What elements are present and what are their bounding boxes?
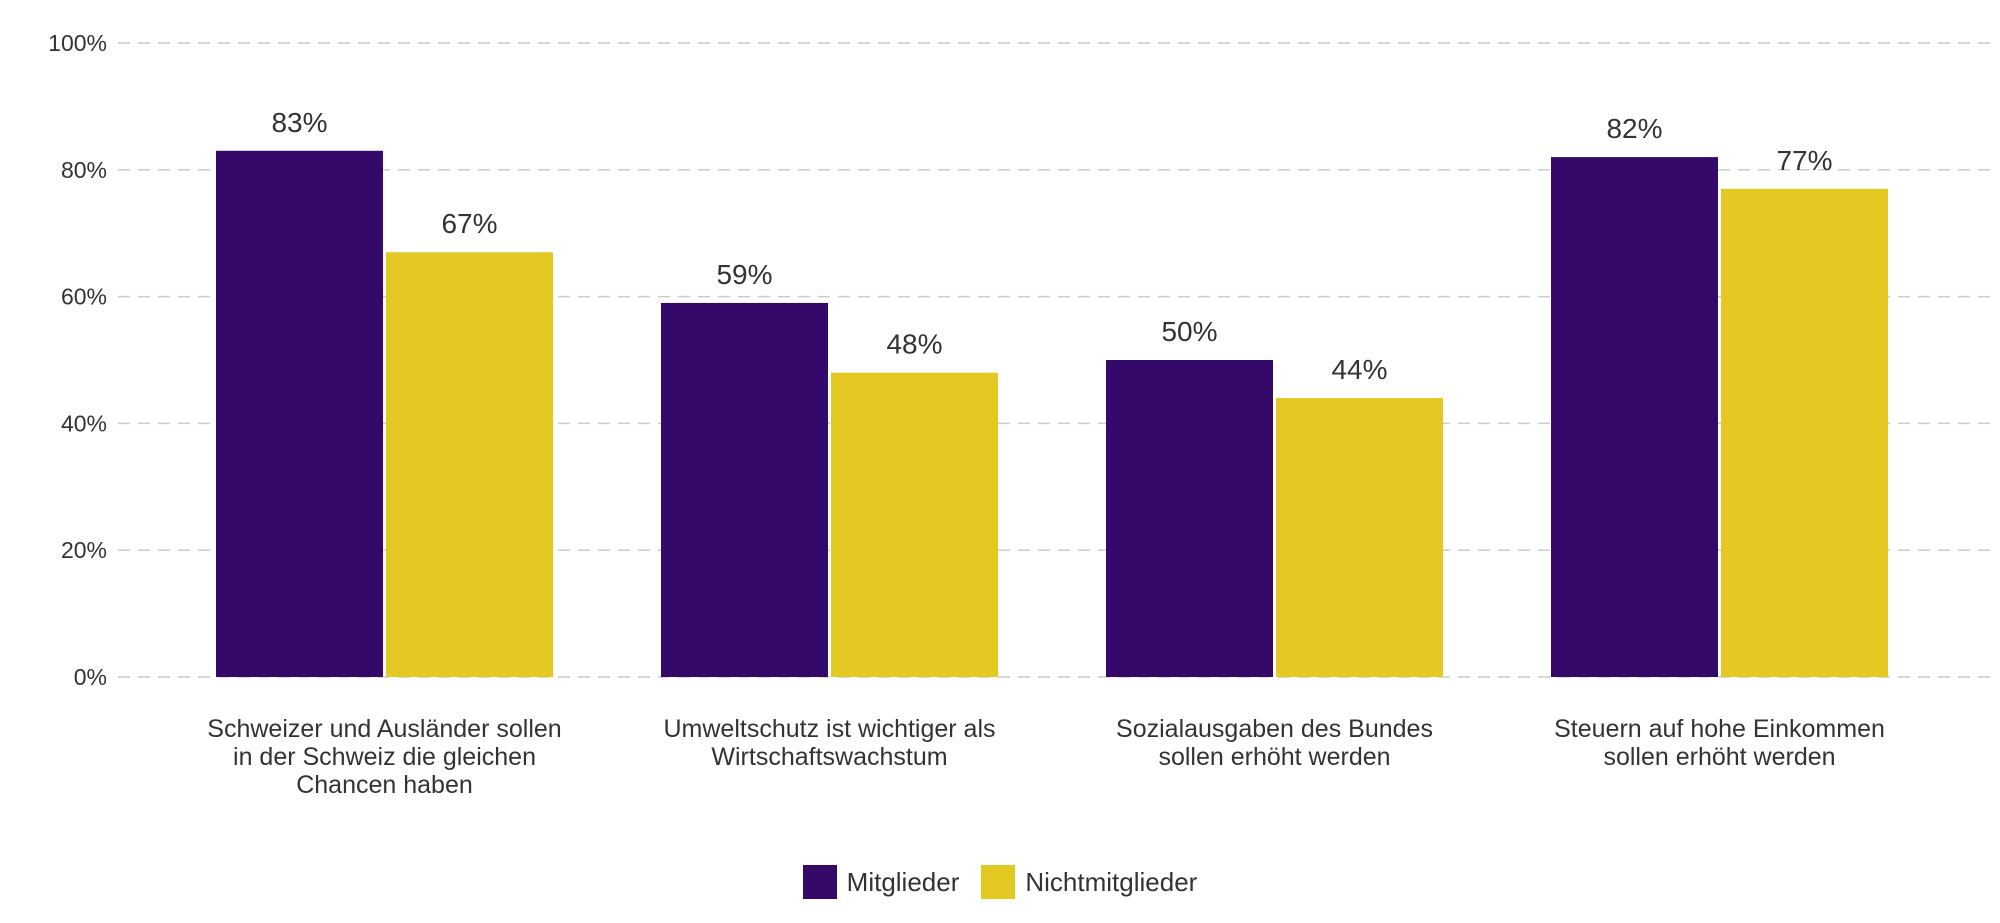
legend: Mitglieder Nichtmitglieder xyxy=(0,862,2000,902)
data-label: 48% xyxy=(886,329,942,360)
legend-swatch-series-1 xyxy=(802,865,837,899)
x-category-label: sollen erhöht werden xyxy=(1603,743,1835,771)
bar-nichtmitglieder-3 xyxy=(1276,398,1443,677)
legend-label-series-1: Mitglieder xyxy=(846,866,960,897)
legend-item-series-2: Nichtmitglieder xyxy=(981,865,1197,899)
data-label: 59% xyxy=(716,259,772,290)
bar-nichtmitglieder-4 xyxy=(1721,188,1888,677)
y-axis-ticks: 0% 20% 40% 60% 80% 100% xyxy=(48,30,107,690)
data-label: 67% xyxy=(441,208,497,239)
legend-swatch-series-2 xyxy=(981,865,1016,899)
x-category-label: Chancen haben xyxy=(296,771,473,799)
bar-nichtmitglieder-2 xyxy=(831,372,998,677)
x-category-label: Umweltschutz ist wichtiger als xyxy=(663,715,995,743)
y-tick-label: 0% xyxy=(74,664,107,690)
bar-mitglieder-2 xyxy=(661,302,828,677)
data-label: 44% xyxy=(1331,354,1387,385)
legend-label-series-2: Nichtmitglieder xyxy=(1025,866,1198,897)
x-category-label: in der Schweiz die gleichen xyxy=(233,743,536,771)
x-category-label: Steuern auf hohe Einkommen xyxy=(1554,715,1885,743)
bar-mitglieder-3 xyxy=(1106,360,1273,677)
y-tick-label: 100% xyxy=(48,30,107,56)
data-label: 50% xyxy=(1161,316,1217,347)
bar-mitglieder-4 xyxy=(1551,157,1718,677)
bars xyxy=(216,150,1888,677)
data-label: 82% xyxy=(1606,113,1662,144)
y-tick-label: 60% xyxy=(61,284,107,310)
y-tick-label: 80% xyxy=(61,157,107,183)
legend-item-series-1: Mitglieder xyxy=(802,865,960,899)
data-label: 77% xyxy=(1776,145,1832,176)
bar-nichtmitglieder-1 xyxy=(386,252,553,677)
data-label: 83% xyxy=(271,107,327,138)
x-category-label: Sozialausgaben des Bundes xyxy=(1116,715,1433,743)
y-tick-label: 20% xyxy=(61,537,107,563)
x-category-label: Wirtschaftswachstum xyxy=(711,743,947,771)
x-category-label: sollen erhöht werden xyxy=(1158,743,1390,771)
y-tick-label: 40% xyxy=(61,410,107,436)
x-category-label: Schweizer und Ausländer sollen xyxy=(207,715,561,743)
data-labels: 83% 67% 59% 48% 50% 44% 82% 77% xyxy=(271,107,1832,385)
bar-mitglieder-1 xyxy=(216,150,383,677)
